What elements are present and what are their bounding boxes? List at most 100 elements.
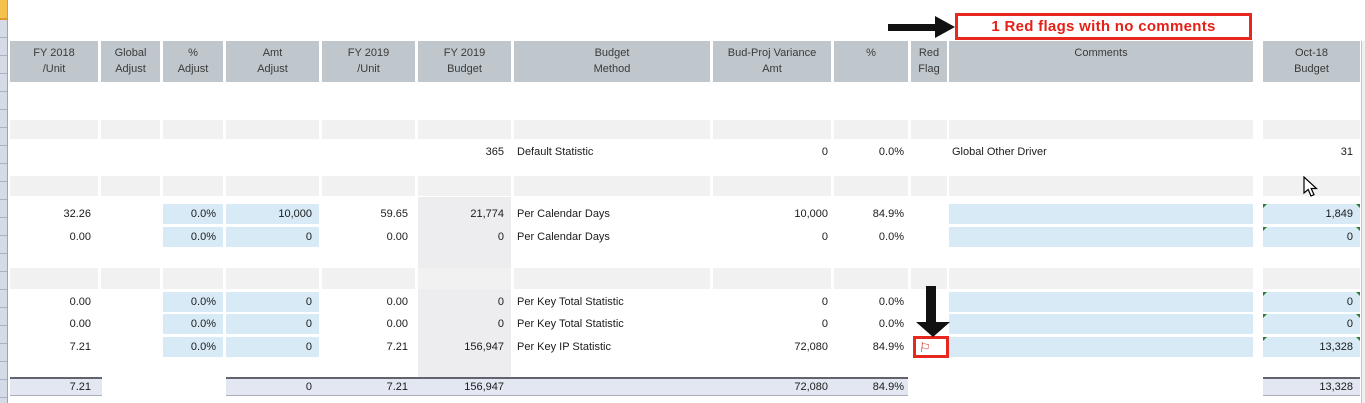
cell-pct-adjust-input[interactable]: 0.0% [163,337,223,357]
cell-comments-input[interactable] [949,314,1253,334]
cell-fy2019-unit[interactable]: 0.00 [386,231,408,243]
cell-comments-input[interactable] [949,337,1253,357]
cell-fy2018-unit[interactable]: 32.26 [63,208,91,220]
mouse-cursor-icon [1303,176,1319,197]
cell-oct18-budget[interactable]: 0 [1263,292,1360,312]
empty-cell [418,120,511,139]
column-header-budget-method[interactable]: Budget Method [514,41,710,82]
cell-variance-amt[interactable]: 10,000 [794,208,828,220]
header-line: Adjust [257,63,288,75]
annotation-arrow-right [888,24,936,31]
comment-marker-icon [1356,292,1360,296]
cell-oct18-budget[interactable]: 0 [1263,227,1360,247]
cell-comments[interactable]: Global Other Driver [952,146,1047,158]
header-line: Amt [762,63,782,75]
cell-amt-adjust-input[interactable]: 0 [226,314,319,334]
header-line: Red [918,47,940,59]
empty-cell [10,268,98,289]
cell-variance-amt[interactable]: 0 [821,318,828,330]
column-header-pct-adjust[interactable]: % Adjust [163,41,223,82]
red-flag-icon[interactable]: ⚐ [918,339,932,355]
cell-variance-pct[interactable]: 84.9% [872,208,904,220]
cell-fy2019-budget[interactable]: 0 [497,231,504,243]
cell-oct18-budget[interactable]: 0 [1263,314,1360,334]
column-header-amt-adjust[interactable]: Amt Adjust [226,41,319,82]
cell-fy2019-budget[interactable]: 0 [497,296,504,308]
right-edge-strip [1361,41,1365,403]
column-header-fy2019-unit[interactable]: FY 2019/Unit [322,41,415,82]
empty-cell [163,268,223,289]
cell-fy2019-budget[interactable]: 0 [497,318,504,330]
column-header-row: FY 2018/Unit Global Adjust % Adjust Amt Adj… [0,41,1365,82]
cell-amt-adjust-input[interactable]: 0 [226,337,319,357]
totals-row: 7.21 0 7.21 156,947 72,080 84.9% 13,328 [0,377,1365,396]
row-header-selected-cell[interactable] [0,0,8,20]
header-line: FY 2019 [443,47,486,59]
cell-fy2019-budget[interactable]: 365 [485,146,504,158]
cell-comments-input[interactable] [949,292,1253,312]
cell-fy2019-budget[interactable]: 21,774 [470,208,504,220]
cell-pct-adjust-input[interactable]: 0.0% [163,314,223,334]
cell-variance-amt[interactable]: 0 [821,231,828,243]
cell-pct-adjust-input[interactable]: 0.0% [163,227,223,247]
cell-amt-adjust-input[interactable]: 0 [226,227,319,247]
cell-fy2019-unit[interactable]: 7.21 [386,341,408,353]
cell-variance-amt[interactable]: 0 [821,296,828,308]
cell-fy2018-unit[interactable]: 7.21 [69,341,91,353]
cell-fy2019-unit[interactable]: 0.00 [386,296,408,308]
cell-fy2019-budget[interactable]: 156,947 [464,341,504,353]
column-header-fy2019-budget[interactable]: FY 2019 Budget [418,41,511,82]
cell-variance-amt[interactable]: 72,080 [794,341,828,353]
comment-marker-icon [1356,337,1360,341]
cell-variance-amt[interactable]: 0 [821,146,828,158]
cell-pct-adjust-input[interactable]: 0.0% [163,292,223,312]
cell-variance-pct[interactable]: 84.9% [872,341,904,353]
cell-budget-method[interactable]: Per Key Total Statistic [517,296,624,308]
cell-budget-method[interactable]: Default Statistic [517,146,594,158]
cell-budget-method[interactable]: Per Calendar Days [517,231,610,243]
header-line: Budget [594,47,630,59]
column-header-comments[interactable]: Comments [949,41,1253,82]
cell-amt-adjust-input[interactable]: 0 [226,292,319,312]
cell-amt-adjust-input[interactable]: 10,000 [226,204,319,224]
cell-fy2019-unit[interactable]: 59.65 [380,208,408,220]
cell-fy2018-unit[interactable]: 0.00 [69,318,91,330]
column-header-fy2018-unit[interactable]: FY 2018/Unit [10,41,98,82]
header-line: Adjust [115,63,146,75]
cell-oct18-budget[interactable]: 13,328 [1263,337,1360,357]
cell-variance-pct[interactable]: 0.0% [878,318,904,330]
cell-comments-input[interactable] [949,227,1253,247]
cell-budget-method[interactable]: Per Key IP Statistic [517,341,611,353]
empty-cell [514,268,710,289]
cell-oct18-budget[interactable]: 31 [1340,146,1353,158]
column-header-oct18-budget[interactable]: Oct-18 Budget [1263,41,1360,82]
cell-budget-method[interactable]: Per Key Total Statistic [517,318,624,330]
column-header-variance-pct[interactable]: % [834,41,908,82]
comment-marker-icon [1356,227,1360,231]
cell-variance-pct[interactable]: 0.0% [878,146,904,158]
cell-variance-pct[interactable]: 0.0% [878,296,904,308]
column-header-global-adjust[interactable]: Global Adjust [101,41,160,82]
cell-budget-method[interactable]: Per Calendar Days [517,208,610,220]
cell-oct18-budget[interactable]: 1,849 [1263,204,1360,224]
cell-fy2018-unit[interactable]: 0.00 [69,296,91,308]
cell-value: 0 [1346,318,1353,330]
separator-band-row [0,176,1365,196]
column-header-red-flag[interactable]: Red Flag [911,41,947,82]
empty-cell [10,176,98,196]
empty-cell [1263,268,1360,289]
empty-cell [163,120,223,139]
cell-comments-input[interactable] [949,204,1253,224]
separator-band-row [0,120,1365,139]
comment-marker-icon [1356,314,1360,318]
cell-fy2019-unit[interactable]: 0.00 [386,318,408,330]
table-row-per-calendar-days: 0.00 0.0% 0 0.00 0 Per Calendar Days 0 0… [0,226,1365,248]
cell-fy2018-unit[interactable]: 0.00 [69,231,91,243]
cell-variance-pct[interactable]: 0.0% [878,231,904,243]
separator-band-row [0,268,1365,289]
empty-cell [949,120,1253,139]
table-row-default-statistic: 365 Default Statistic 0 0.0% Global Othe… [0,141,1365,163]
column-header-variance-amt[interactable]: Bud-Proj Variance Amt [713,41,831,82]
comment-marker-icon [1263,337,1267,341]
cell-pct-adjust-input[interactable]: 0.0% [163,204,223,224]
